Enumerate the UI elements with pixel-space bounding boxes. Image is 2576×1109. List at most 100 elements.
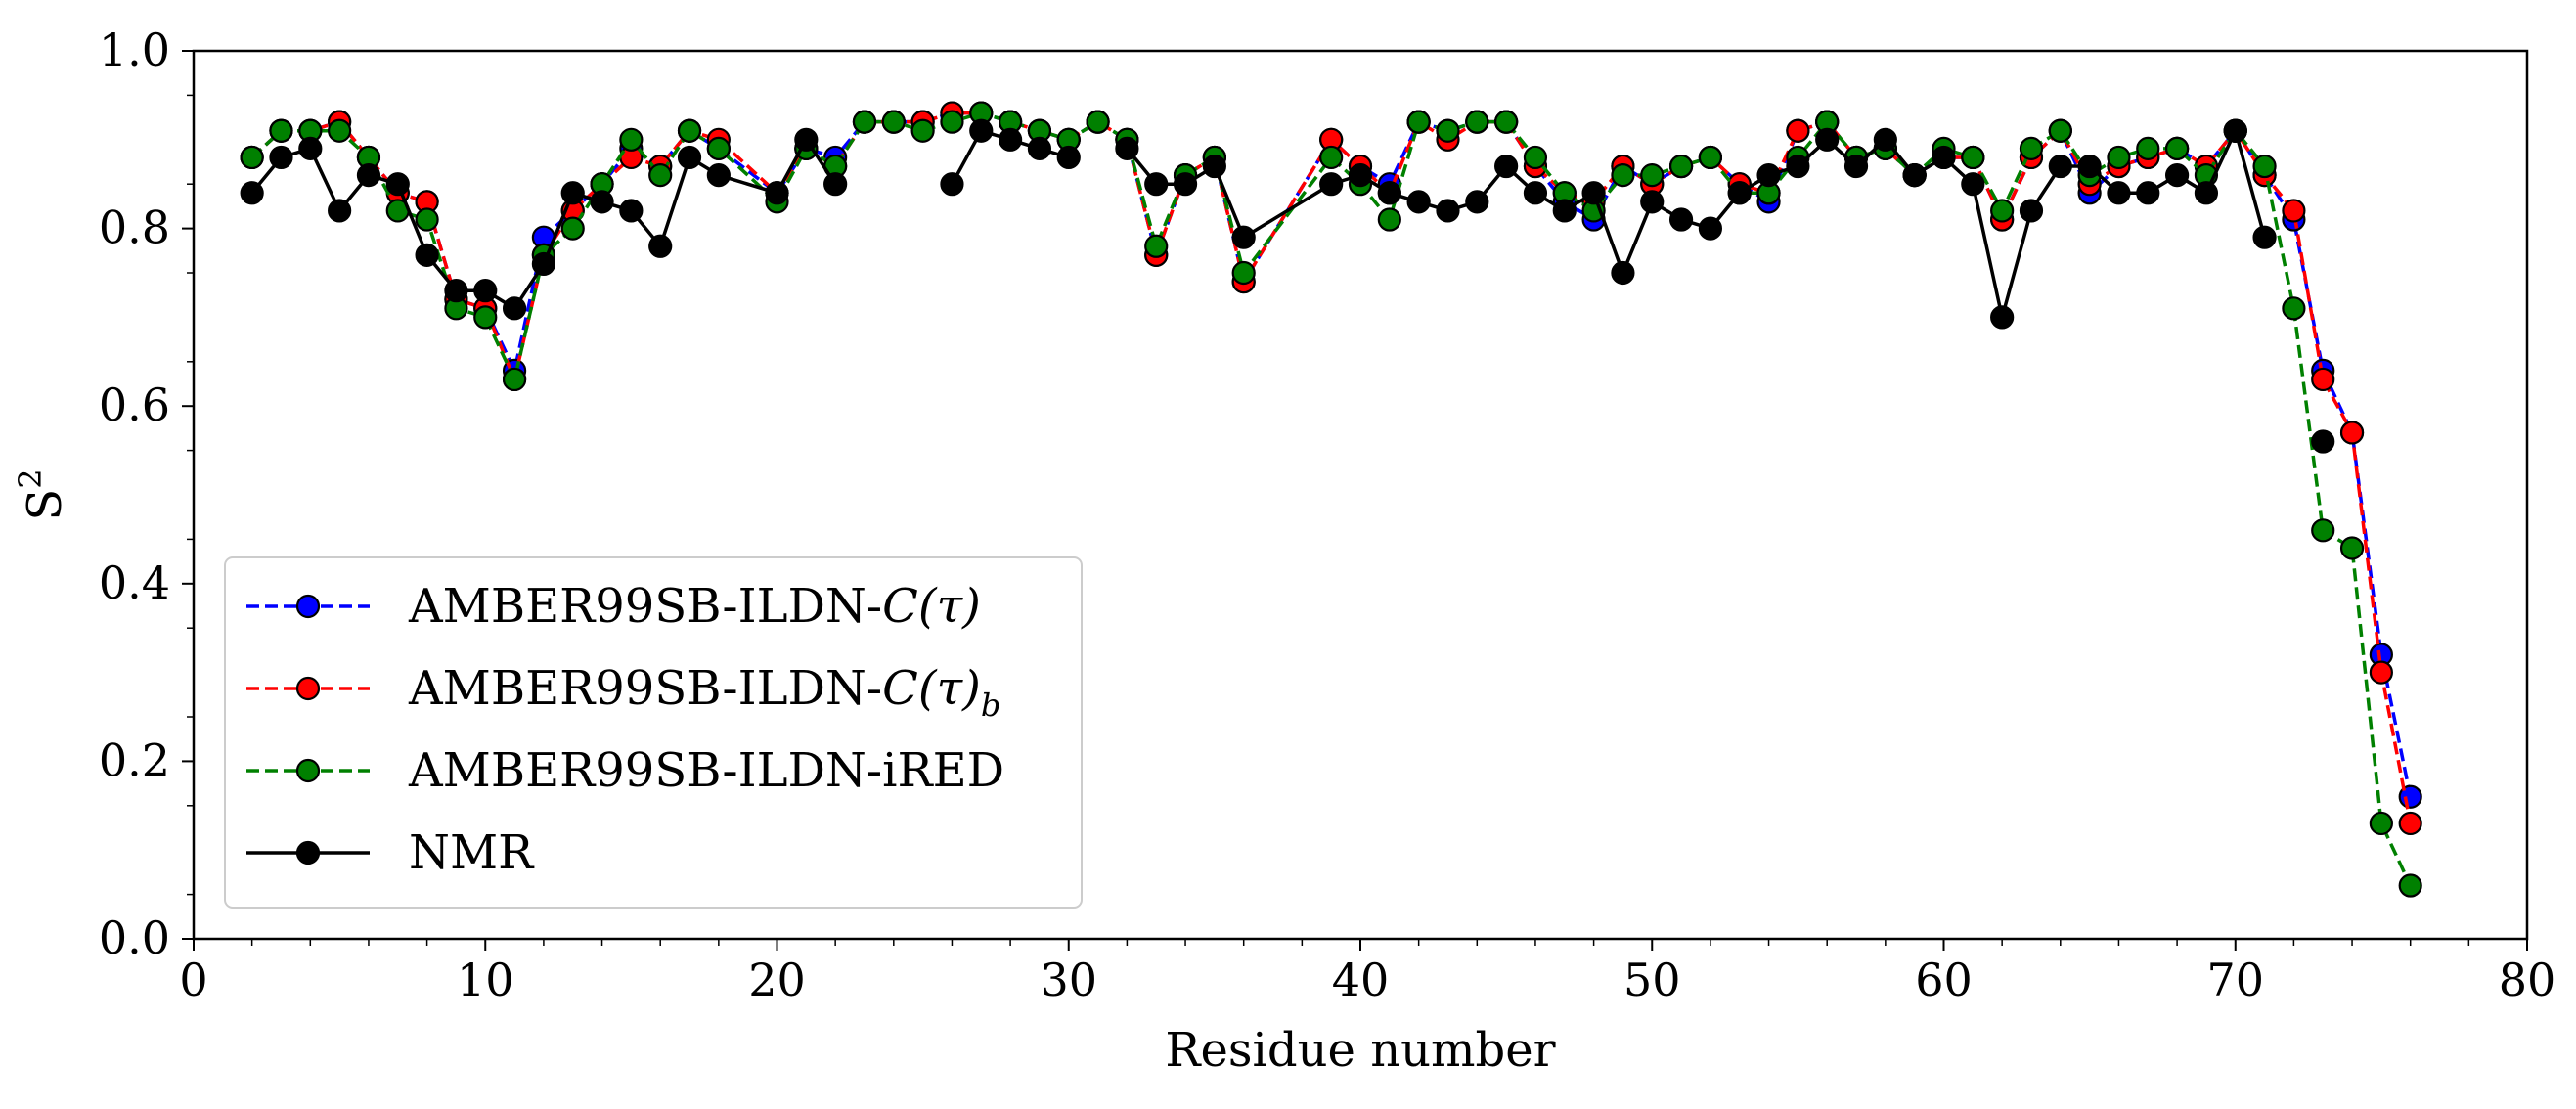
data-point <box>852 110 877 134</box>
x-axis-title: Residue number <box>1165 1023 1555 1078</box>
data-point <box>648 163 673 188</box>
data-point <box>1056 145 1081 170</box>
legend-box <box>224 556 1083 909</box>
data-point <box>2048 118 2072 143</box>
data-point <box>2019 136 2044 160</box>
data-point <box>940 172 964 197</box>
data-point <box>590 190 614 214</box>
data-point <box>1436 118 1460 143</box>
data-point <box>1611 260 1635 286</box>
data-point <box>1406 110 1431 134</box>
data-point <box>706 163 731 188</box>
data-point <box>298 136 323 160</box>
data-point <box>269 118 293 143</box>
data-point <box>2398 873 2422 898</box>
x-tick-label: 50 <box>1623 954 1681 1006</box>
data-point <box>1523 145 1548 170</box>
legend-label: NMR <box>409 825 535 880</box>
x-tick-label: 40 <box>1332 954 1390 1006</box>
data-point <box>1494 154 1519 179</box>
y-axis-title: S2 <box>12 468 72 520</box>
legend-label: AMBER99SB-ILDN-iRED <box>408 743 1004 798</box>
data-point <box>240 145 264 170</box>
data-point <box>969 118 994 143</box>
data-point <box>1348 163 1373 188</box>
data-point <box>1786 154 1810 179</box>
data-point <box>240 181 264 205</box>
data-point <box>1436 199 1460 223</box>
data-point <box>269 145 293 170</box>
y-tick-label: 0.0 <box>99 911 170 964</box>
data-point <box>2339 421 2365 445</box>
data-point <box>2165 163 2190 188</box>
x-tick-label: 80 <box>2499 954 2556 1006</box>
data-point <box>502 367 527 392</box>
data-point <box>1990 199 2015 223</box>
legend-entry: AMBER99SB-ILDN-C(τ)b <box>246 661 1000 724</box>
data-point <box>2369 811 2393 836</box>
data-point <box>1640 163 1665 188</box>
data-point <box>531 251 556 277</box>
data-point <box>794 127 819 152</box>
data-point <box>1640 190 1665 214</box>
data-point <box>1698 145 1723 170</box>
data-point <box>1377 207 1401 232</box>
data-point <box>415 207 439 232</box>
data-point <box>1115 136 1139 160</box>
data-point <box>1406 190 1431 214</box>
data-point <box>1611 163 1635 188</box>
data-point <box>473 305 498 330</box>
data-point <box>940 110 964 134</box>
data-point <box>1086 110 1110 134</box>
series-nmr <box>240 118 2335 454</box>
data-point <box>1144 234 1169 258</box>
y-tick-label: 1.0 <box>99 23 170 76</box>
data-point <box>2136 181 2160 205</box>
data-point <box>677 118 702 143</box>
data-point <box>1932 145 1956 170</box>
legend-label: AMBER99SB-ILDN-C(τ) <box>408 579 981 634</box>
x-tick-label: 30 <box>1040 954 1097 1006</box>
data-point <box>1319 145 1344 170</box>
data-point <box>1465 190 1489 214</box>
axis-ticks: 0 10 20 30 40 50 60 70 80 0.0 0.2 0.4 0.6 0.8 1.0 <box>99 23 2555 1006</box>
x-tick-label: 10 <box>457 954 514 1006</box>
y-tick-label: 0.4 <box>99 556 170 609</box>
data-point <box>2136 136 2160 160</box>
legend-label-prefix: AMBER99SB-ILDN- <box>408 661 882 716</box>
data-point <box>444 279 468 303</box>
data-point <box>1465 110 1489 134</box>
data-point <box>415 243 439 267</box>
data-point <box>356 163 381 188</box>
data-point <box>619 199 644 223</box>
data-point <box>1961 145 1985 170</box>
y-axis-title-base: S <box>18 489 72 521</box>
data-point <box>619 127 644 152</box>
data-point <box>1902 163 1927 188</box>
data-point <box>1494 110 1519 134</box>
data-point <box>1377 181 1401 205</box>
data-point <box>2282 296 2306 321</box>
data-point <box>2077 154 2102 179</box>
data-point <box>2369 660 2393 685</box>
data-point <box>765 181 789 205</box>
data-point <box>328 118 352 143</box>
data-point <box>1173 172 1198 197</box>
y-tick-label: 0.6 <box>99 378 170 431</box>
legend-marker <box>295 840 321 865</box>
data-point <box>2107 145 2131 170</box>
data-point <box>2107 181 2131 205</box>
legend-label-math: C(τ) <box>882 661 981 716</box>
legend-entry: AMBER99SB-ILDN-C(τ) <box>246 579 981 634</box>
data-point <box>2398 811 2422 836</box>
data-point <box>385 172 410 197</box>
data-point <box>706 136 731 160</box>
legend-label-prefix: AMBER99SB-ILDN-iRED <box>408 743 1004 798</box>
series-layer <box>240 101 2422 898</box>
data-point <box>823 172 848 197</box>
y-axis-title-superscript: 2 <box>12 468 49 488</box>
x-tick-label: 20 <box>748 954 806 1006</box>
data-point <box>2282 199 2306 223</box>
